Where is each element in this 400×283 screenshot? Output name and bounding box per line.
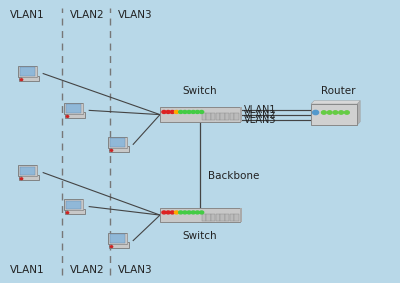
Circle shape: [200, 110, 204, 113]
Circle shape: [183, 110, 187, 113]
Circle shape: [166, 211, 170, 214]
Circle shape: [20, 79, 23, 81]
Bar: [18, 67, 37, 77]
Bar: [109, 146, 129, 152]
Circle shape: [110, 149, 113, 151]
Circle shape: [195, 211, 200, 214]
Bar: [108, 137, 127, 148]
Bar: [19, 76, 39, 82]
Circle shape: [66, 212, 69, 214]
Circle shape: [162, 211, 166, 214]
Bar: [110, 234, 126, 243]
Polygon shape: [311, 101, 360, 104]
Bar: [65, 112, 85, 118]
Bar: [18, 166, 37, 176]
Bar: [66, 200, 82, 209]
Circle shape: [187, 110, 191, 113]
Circle shape: [66, 115, 69, 117]
Bar: [240, 107, 242, 122]
Circle shape: [200, 211, 204, 214]
Circle shape: [312, 110, 318, 115]
Text: Switch: Switch: [183, 231, 217, 241]
Bar: [216, 113, 220, 120]
Circle shape: [191, 211, 195, 214]
Bar: [64, 103, 83, 114]
Bar: [311, 104, 357, 125]
Bar: [234, 214, 239, 221]
Bar: [66, 104, 82, 113]
Bar: [160, 107, 240, 122]
Circle shape: [166, 110, 170, 113]
Text: VLAN2: VLAN2: [244, 110, 277, 120]
Bar: [20, 166, 36, 175]
Text: VLAN1: VLAN1: [10, 265, 45, 275]
Circle shape: [20, 178, 23, 180]
Circle shape: [110, 246, 113, 248]
Circle shape: [191, 110, 195, 113]
Circle shape: [170, 211, 174, 214]
Text: VLAN1: VLAN1: [244, 104, 276, 115]
Text: Router: Router: [321, 85, 355, 96]
Bar: [230, 113, 234, 120]
Text: VLAN3: VLAN3: [244, 115, 276, 125]
Circle shape: [183, 211, 187, 214]
Circle shape: [327, 111, 332, 114]
Bar: [202, 113, 206, 120]
Circle shape: [344, 111, 349, 114]
Bar: [160, 208, 240, 212]
Bar: [110, 138, 126, 147]
Bar: [108, 233, 127, 244]
Circle shape: [170, 110, 174, 113]
Bar: [211, 214, 215, 221]
Bar: [64, 200, 83, 210]
Circle shape: [174, 211, 179, 214]
Bar: [206, 113, 211, 120]
Bar: [216, 214, 220, 221]
Bar: [206, 214, 211, 221]
Circle shape: [179, 110, 183, 113]
Text: Backbone: Backbone: [208, 170, 259, 181]
Bar: [160, 208, 240, 222]
Circle shape: [179, 211, 183, 214]
Bar: [109, 243, 129, 248]
Bar: [19, 175, 39, 181]
Circle shape: [162, 110, 166, 113]
Bar: [225, 214, 230, 221]
Circle shape: [322, 111, 326, 114]
Bar: [220, 214, 225, 221]
Bar: [230, 214, 234, 221]
Text: VLAN3: VLAN3: [118, 265, 153, 275]
Text: VLAN3: VLAN3: [118, 10, 153, 20]
Circle shape: [333, 111, 338, 114]
Bar: [65, 209, 85, 215]
Bar: [225, 113, 230, 120]
Text: VLAN1: VLAN1: [10, 10, 45, 20]
Bar: [211, 113, 215, 120]
Circle shape: [195, 110, 200, 113]
Circle shape: [187, 211, 191, 214]
Bar: [202, 214, 206, 221]
Circle shape: [174, 110, 179, 113]
Bar: [220, 113, 225, 120]
Circle shape: [339, 111, 344, 114]
Polygon shape: [357, 101, 360, 125]
Bar: [160, 107, 240, 112]
Bar: [20, 67, 36, 76]
Text: VLAN2: VLAN2: [70, 10, 105, 20]
Bar: [234, 113, 239, 120]
Bar: [240, 208, 242, 222]
Text: VLAN2: VLAN2: [70, 265, 105, 275]
Text: Switch: Switch: [183, 86, 217, 96]
